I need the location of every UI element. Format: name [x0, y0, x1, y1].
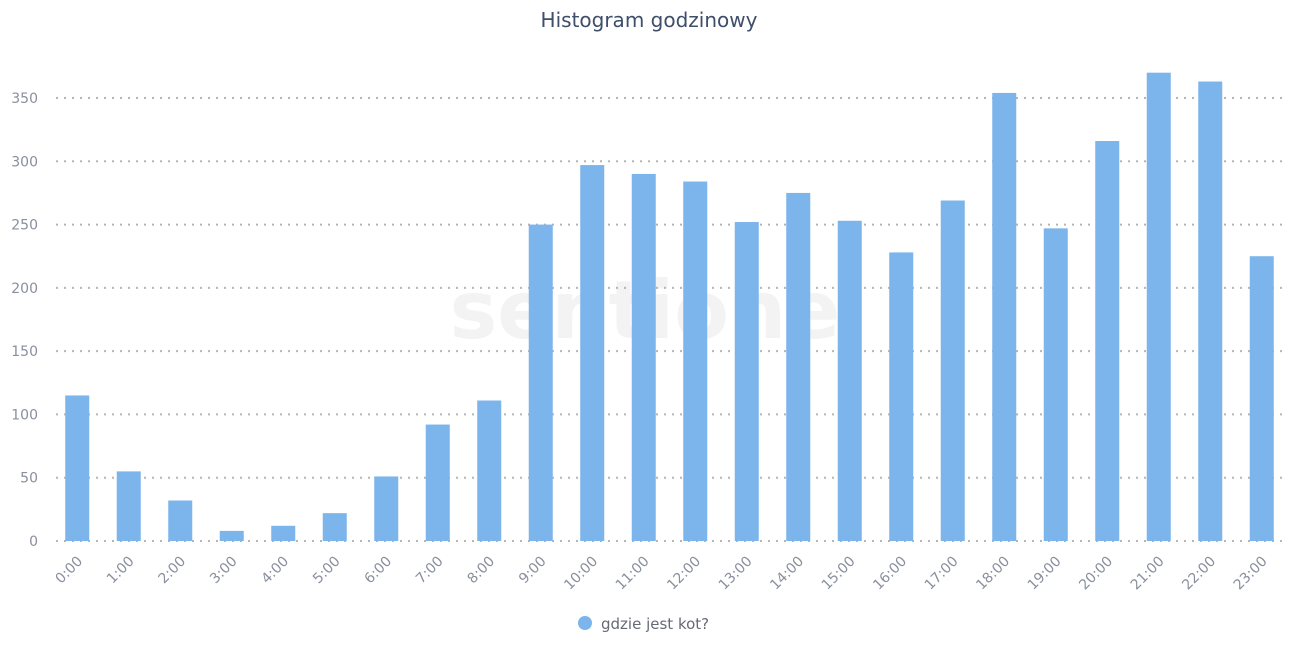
bar-11:00[interactable]	[631, 173, 656, 541]
bar-16:00[interactable]	[889, 252, 914, 541]
x-tick-label: 1:00	[104, 554, 138, 588]
bar-20:00[interactable]	[1095, 141, 1120, 541]
x-tick-label: 13:00	[716, 554, 756, 594]
bar-18:00[interactable]	[992, 92, 1017, 542]
x-tick-label: 4:00	[259, 554, 293, 588]
bar-12:00[interactable]	[683, 181, 708, 541]
x-tick-label: 2:00	[156, 554, 190, 588]
y-tick-label: 250	[11, 218, 38, 234]
bar-1:00[interactable]	[116, 471, 141, 541]
bar-21:00[interactable]	[1146, 72, 1171, 541]
legend[interactable]: gdzie jest kot?	[578, 615, 709, 633]
bar-22:00[interactable]	[1198, 81, 1223, 541]
x-tick-label: 16:00	[870, 554, 910, 594]
y-tick-label: 200	[11, 281, 38, 297]
x-tick-label: 14:00	[767, 554, 807, 594]
x-tick-label: 6:00	[362, 554, 396, 588]
x-tick-label: 23:00	[1231, 554, 1271, 594]
y-tick-label: 0	[29, 534, 38, 550]
bar-0:00[interactable]	[65, 395, 90, 541]
x-tick-label: 20:00	[1076, 554, 1116, 594]
y-tick-label: 100	[11, 407, 38, 423]
x-tick-label: 19:00	[1025, 554, 1065, 594]
bar-19:00[interactable]	[1043, 228, 1068, 541]
x-tick-label: 3:00	[207, 554, 241, 588]
x-tick-label: 10:00	[561, 554, 601, 594]
bar-5:00[interactable]	[322, 513, 347, 541]
bar-23:00[interactable]	[1249, 256, 1274, 541]
chart-title: Histogram godzinowy	[541, 8, 758, 32]
legend-label[interactable]: gdzie jest kot?	[601, 615, 709, 633]
bar-3:00[interactable]	[219, 530, 244, 541]
y-tick-label: 150	[11, 344, 38, 360]
bar-13:00[interactable]	[734, 222, 759, 542]
bar-8:00[interactable]	[477, 400, 502, 541]
legend-marker	[578, 616, 592, 630]
x-tick-label: 12:00	[664, 554, 704, 594]
bar-17:00[interactable]	[940, 200, 965, 541]
x-tick-label: 8:00	[465, 554, 499, 588]
bar-6:00[interactable]	[374, 476, 399, 541]
x-tick-label: 18:00	[973, 554, 1013, 594]
bar-14:00[interactable]	[786, 192, 811, 541]
x-tick-label: 7:00	[413, 554, 447, 588]
x-tick-label: 11:00	[613, 554, 653, 594]
y-tick-label: 300	[11, 154, 38, 170]
x-tick-label: 22:00	[1179, 554, 1219, 594]
x-tick-label: 9:00	[516, 554, 550, 588]
bar-2:00[interactable]	[168, 500, 193, 541]
bar-10:00[interactable]	[580, 165, 605, 541]
bar-9:00[interactable]	[528, 224, 553, 542]
y-tick-label: 50	[20, 471, 38, 487]
x-tick-label: 5:00	[310, 554, 344, 588]
x-tick-label: 0:00	[53, 554, 87, 588]
bar-15:00[interactable]	[837, 220, 862, 541]
x-tick-label: 17:00	[922, 554, 962, 594]
bar-4:00[interactable]	[271, 525, 296, 541]
x-tick-label: 15:00	[819, 554, 859, 594]
y-tick-label: 350	[11, 91, 38, 107]
bar-7:00[interactable]	[425, 424, 450, 541]
x-tick-label: 21:00	[1128, 554, 1168, 594]
